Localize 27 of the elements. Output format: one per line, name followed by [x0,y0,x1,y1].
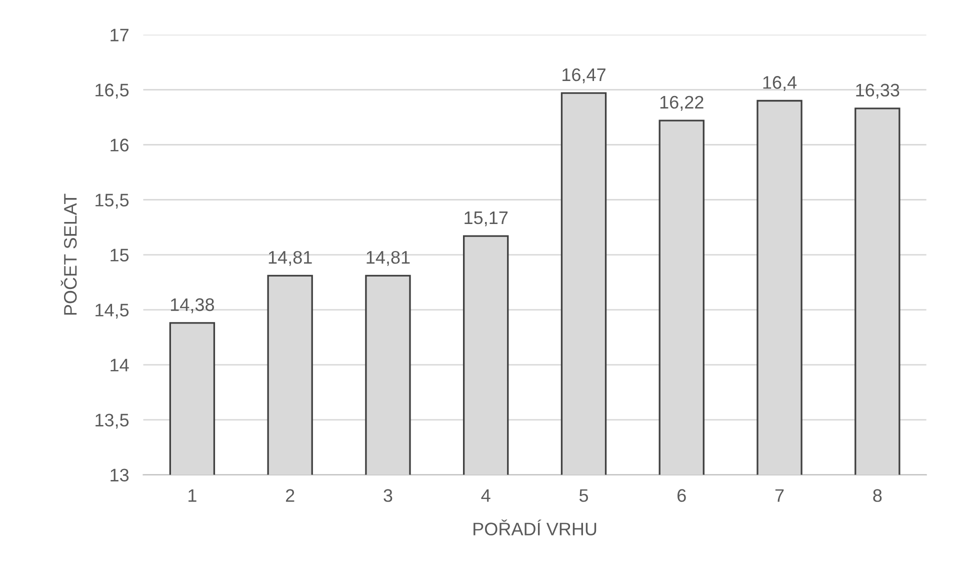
y-tick-label: 14 [110,358,129,372]
x-tick-label: 4 [481,489,490,502]
y-tick-label: 17 [110,28,128,42]
data-label: 16,33 [856,84,900,99]
y-tick-label: 14,5 [96,304,129,319]
y-tick-label: 15 [110,248,129,262]
x-tick-label: 6 [678,489,686,502]
x-tick-label: 3 [384,489,392,502]
y-tick-label: 16,5 [96,84,129,99]
x-axis-title: POŘADÍ VRHU [474,519,596,536]
x-tick-label: 8 [873,489,882,502]
data-label: 14,81 [268,250,312,266]
y-tick-label: 16 [110,138,129,152]
data-label: 14,38 [170,298,214,314]
data-label: 16,22 [660,96,704,111]
x-tick-label: 1 [188,489,196,502]
y-axis-title: POČET SELAT [60,194,77,315]
data-label: 15,17 [464,212,508,226]
x-tick-label: 2 [286,489,294,502]
y-tick-label: 13,5 [96,414,129,429]
x-tick-label: 7 [775,489,784,502]
x-tick-label: 5 [579,489,588,502]
data-label: 14,81 [366,250,410,266]
data-label: 16,47 [562,68,606,84]
y-tick-label: 13 [110,468,129,482]
data-label: 16,4 [763,76,797,91]
y-tick-label: 15,5 [96,194,129,209]
